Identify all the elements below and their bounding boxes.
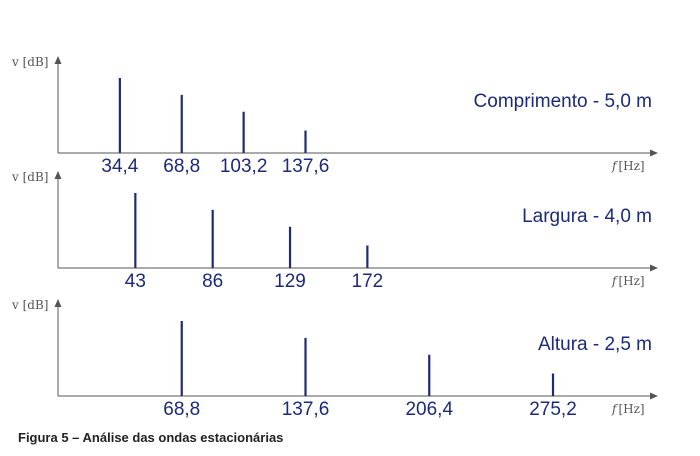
x-tick-label: 68,8: [163, 399, 200, 420]
x-axis-symbol: f: [611, 402, 619, 416]
x-tick-label: 43: [125, 271, 146, 292]
x-tick-label: 206,4: [405, 399, 453, 420]
x-tick-label: 86: [202, 271, 223, 292]
x-axis-unit: [Hz]: [618, 274, 644, 288]
x-axis-arrow: [650, 149, 658, 157]
standing-wave-figure: v [dB]f [Hz]Comprimento - 5,0 m34,4 68,8 10…: [11, 55, 658, 420]
x-tick-label: 275,2: [529, 399, 577, 420]
x-axis-symbol: f: [611, 274, 619, 288]
x-tick-label: 129: [274, 271, 306, 292]
x-tick-label: 103,2: [220, 156, 268, 177]
chart-title: Altura - 2,5 m: [538, 334, 652, 355]
figure-caption: Figura 5 – Análise das ondas estacionári…: [18, 430, 284, 445]
x-axis-label: f [Hz]: [611, 402, 645, 416]
x-tick-label: 34,4: [101, 156, 138, 177]
x-tick-label: 137,6: [282, 399, 330, 420]
y-axis-label: v [dB]: [11, 170, 48, 184]
x-tick-label: 68,8: [163, 156, 200, 177]
x-axis-arrow: [650, 264, 658, 272]
x-axis-unit: [Hz]: [618, 159, 644, 173]
x-axis-arrow: [650, 392, 658, 400]
y-axis-label: v [dB]: [11, 298, 48, 312]
x-axis-unit: [Hz]: [618, 402, 644, 416]
x-axis-symbol: f: [611, 159, 619, 173]
x-axis-label: f [Hz]: [611, 274, 645, 288]
x-axis-label: f [Hz]: [611, 159, 645, 173]
y-axis-arrow: [54, 299, 62, 307]
x-tick-label: 172: [352, 271, 384, 292]
y-axis-label: v [dB]: [11, 55, 48, 69]
y-axis-arrow: [54, 171, 62, 179]
y-axis-arrow: [54, 56, 62, 64]
chart-title: Comprimento - 5,0 m: [474, 91, 652, 112]
chart-title: Largura - 4,0 m: [522, 206, 652, 227]
x-tick-label: 137,6: [282, 156, 330, 177]
